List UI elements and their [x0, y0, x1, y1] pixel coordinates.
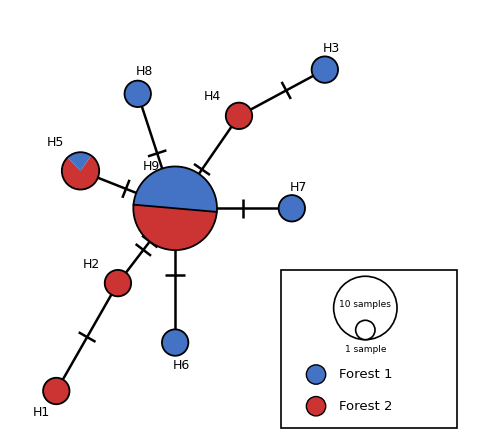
Circle shape — [124, 81, 151, 107]
Text: H3: H3 — [323, 42, 340, 55]
Text: Forest 2: Forest 2 — [339, 400, 392, 413]
Wedge shape — [134, 205, 217, 250]
Circle shape — [226, 103, 252, 129]
Circle shape — [43, 378, 70, 404]
Text: H1: H1 — [32, 407, 50, 420]
Circle shape — [104, 270, 131, 296]
Circle shape — [356, 320, 375, 340]
Text: H9: H9 — [142, 160, 160, 173]
Circle shape — [278, 195, 305, 222]
Text: H6: H6 — [173, 359, 190, 372]
Text: Forest 1: Forest 1 — [339, 368, 392, 381]
Circle shape — [306, 396, 326, 416]
Text: H8: H8 — [136, 65, 153, 78]
FancyBboxPatch shape — [281, 270, 457, 428]
Wedge shape — [134, 167, 217, 212]
Wedge shape — [62, 155, 99, 190]
Text: H7: H7 — [290, 181, 307, 194]
Text: H4: H4 — [204, 89, 221, 102]
Text: 10 samples: 10 samples — [340, 300, 392, 309]
Text: 1 sample: 1 sample — [344, 345, 386, 354]
Circle shape — [306, 365, 326, 384]
Wedge shape — [68, 152, 91, 171]
Circle shape — [162, 329, 188, 356]
Text: H5: H5 — [46, 136, 64, 149]
Text: H2: H2 — [83, 258, 100, 271]
Circle shape — [312, 56, 338, 83]
